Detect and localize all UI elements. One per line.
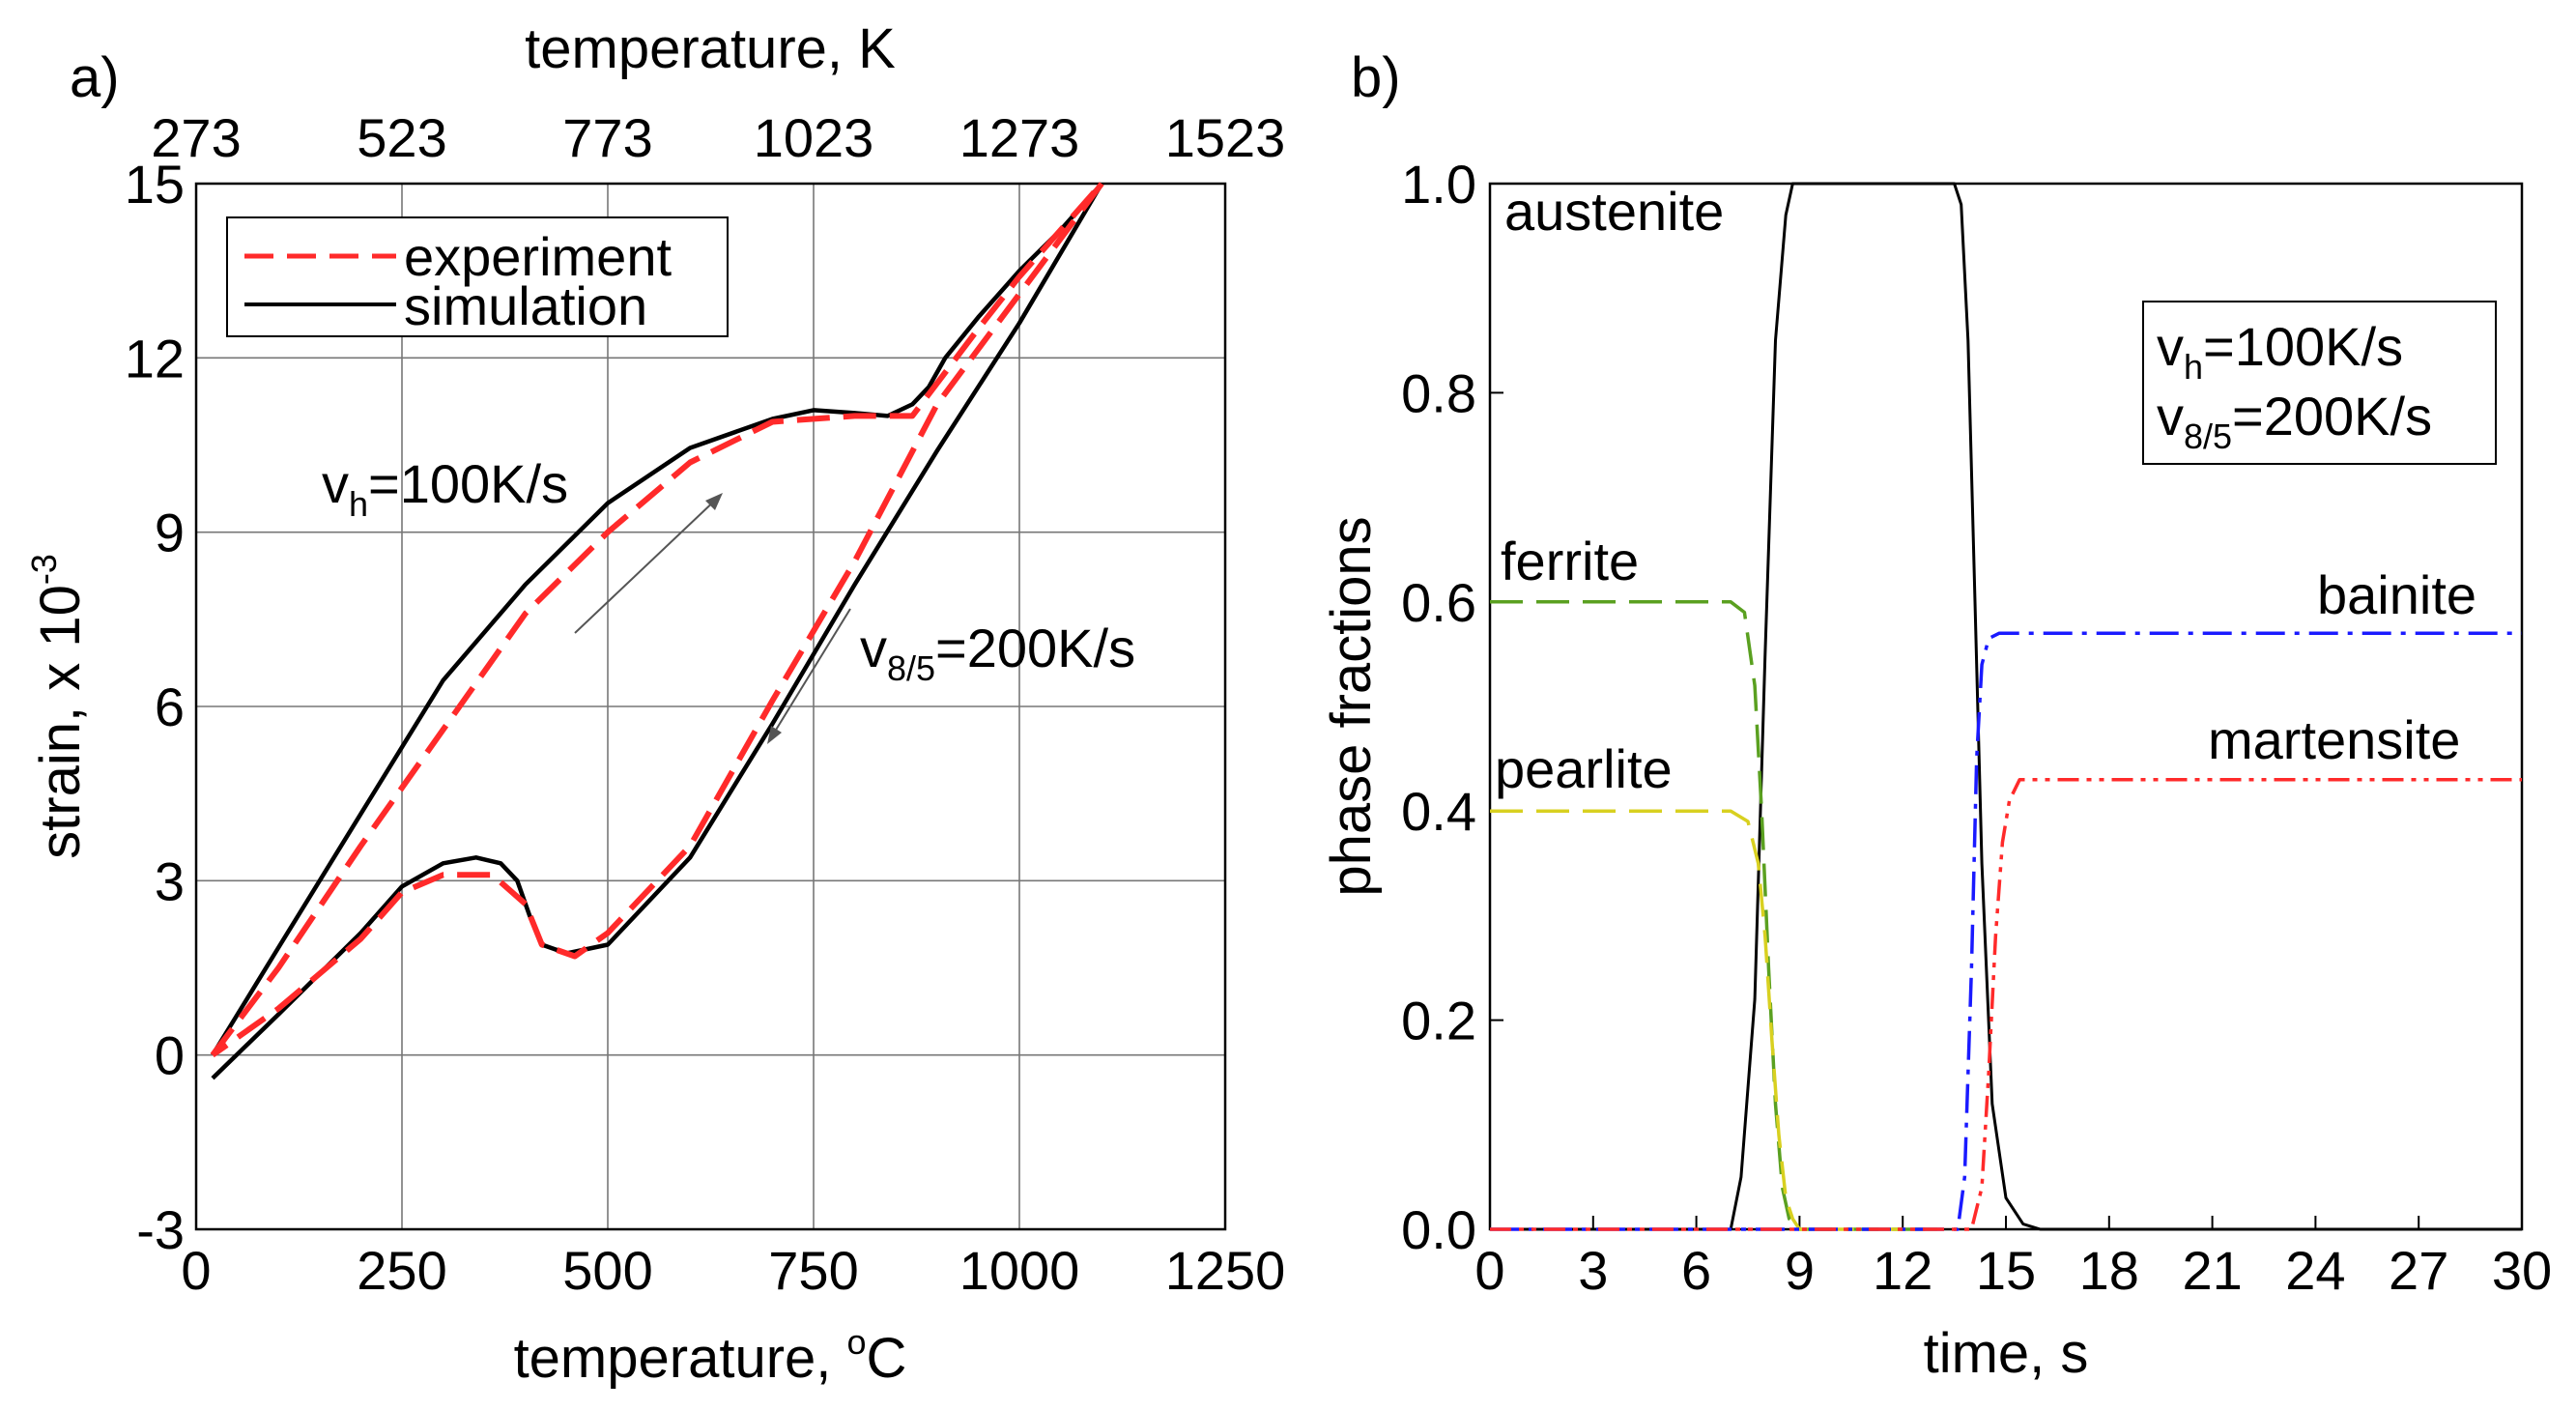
panel-a-toptick-1273: 1273 (959, 107, 1080, 168)
panel-a-y-tick-labels: -3 0 3 6 9 12 15 (125, 154, 185, 1260)
panel-a-xlabel-sup: o (847, 1322, 867, 1362)
panel-a-top-tick-labels: 273 523 773 1023 1273 1523 (151, 107, 1285, 168)
panel-b-ytick-0.2: 0.2 (1401, 991, 1476, 1051)
panel-a-toptick-773: 773 (562, 107, 652, 168)
panel-a-ytick-9: 9 (155, 503, 185, 563)
legend-box (226, 216, 729, 337)
panel-b-ytick-0.8: 0.8 (1401, 362, 1476, 423)
legend-simulation-label: simulation (404, 275, 647, 336)
panel-a-ytick-3: 3 (155, 850, 185, 911)
panel-a-heating-rate-label: vh=100K/s (322, 453, 568, 524)
panel-a-cooling-rate-label: v8/5=200K/s (860, 618, 1135, 688)
phase-label-ferrite: ferrite (1501, 531, 1639, 591)
heating-arrow-head (705, 493, 723, 510)
panel-a-label: a) (70, 46, 120, 109)
panel-a-xtick-500: 500 (562, 1240, 652, 1301)
panel-a-arrows (574, 493, 851, 744)
cooling-arrow (769, 608, 851, 740)
panel-b-xtick-0: 0 (1474, 1240, 1504, 1301)
cooling-arrow-head (767, 726, 782, 744)
heating-arrow (574, 495, 721, 634)
panel-a-xtick-1250: 1250 (1165, 1240, 1286, 1301)
panel-b-x-tick-labels: 0 3 6 9 12 15 18 21 24 27 30 (1474, 1240, 2552, 1301)
panel-a-ytick-15: 15 (125, 154, 185, 215)
phase-label-martensite: martensite (2208, 709, 2460, 770)
panel-b-xtick-24: 24 (2285, 1240, 2345, 1301)
panel-a-plot-frame (194, 182, 1227, 1231)
panel-a-ytick-6: 6 (155, 676, 185, 737)
panel-a-x-tick-labels: 0 250 500 750 1000 1250 (181, 1240, 1285, 1301)
panel-a-xlabel-main: temperature, (514, 1327, 847, 1390)
legend-experiment-label: experiment (404, 226, 672, 287)
panel-a-xlabel-unit: C (867, 1327, 907, 1390)
panel-b-ylabel: phase fractions (1320, 516, 1383, 896)
panel-b-xtick-27: 27 (2389, 1240, 2448, 1301)
panel-a-series (210, 182, 1104, 1080)
panel-a-xtick-750: 750 (768, 1240, 858, 1301)
phase-label-austenite: austenite (1504, 181, 1724, 242)
panel-b-xtick-30: 30 (2492, 1240, 2552, 1301)
panel-a-ytick-12: 12 (125, 328, 185, 388)
panel-b-xtick-6: 6 (1681, 1240, 1711, 1301)
panel-b-xtick-3: 3 (1578, 1240, 1608, 1301)
panel-a-ytick-0: 0 (155, 1025, 185, 1086)
panel-b-ytick-1.0: 1.0 (1401, 154, 1476, 215)
panel-b-rate-box: vh=100K/s v8/5=200K/s (2142, 301, 2497, 465)
panel-b-label: b) (1351, 46, 1401, 109)
panel-a-legend: experiment simulation (226, 216, 729, 337)
panel-a-ylabel-main: strain, x 10 (29, 585, 92, 859)
panel-a-toptick-273: 273 (151, 107, 241, 168)
panel-a-series-simulation-0 (211, 182, 1103, 1056)
panel-a-xtick-0: 0 (181, 1240, 211, 1301)
panel-a-gridlines (195, 183, 1226, 1230)
panel-b-series-martensite (1490, 777, 2522, 1231)
phase-label-bainite: bainite (2317, 564, 2476, 625)
panel-a-ylabel-sup: -3 (24, 554, 64, 585)
panel-a-toptick-1523: 1523 (1165, 107, 1286, 168)
panel-b-series-pearlite (1490, 809, 1937, 1231)
panel-a-top-xlabel: temperature, K (525, 17, 896, 80)
panel-b-xtick-18: 18 (2079, 1240, 2139, 1301)
rate-box-frame (2142, 301, 2497, 465)
panel-b-xtick-15: 15 (1976, 1240, 2036, 1301)
panel-a-series-experiment-3 (211, 182, 1104, 1058)
panel-b-series (1490, 182, 2522, 1231)
panel-a-xlabel: temperature, oC (514, 1322, 907, 1390)
panel-b-xlabel: time, s (1924, 1322, 2089, 1385)
panel-b-heating-rate-label: vh=100K/s (2157, 316, 2403, 387)
panel-a-xtick-250: 250 (357, 1240, 446, 1301)
phase-label-pearlite: pearlite (1495, 738, 1673, 799)
panel-a-ytick--3: -3 (136, 1199, 185, 1260)
panel-a-series-experiment-2 (210, 182, 1104, 1057)
panel-b-ytick-0.0: 0.0 (1401, 1199, 1476, 1260)
panel-b-y-tick-labels: 0.0 0.2 0.4 0.6 0.8 1.0 (1401, 154, 1476, 1260)
panel-b-xtick-9: 9 (1785, 1240, 1815, 1301)
panel-b-xtick-12: 12 (1873, 1240, 1932, 1301)
panel-b-xtick-21: 21 (2182, 1240, 2242, 1301)
panel-a-xtick-1000: 1000 (959, 1240, 1080, 1301)
panel-b-ytick-0.4: 0.4 (1401, 781, 1476, 842)
panel-b-cooling-rate-label: v8/5=200K/s (2157, 386, 2432, 456)
panel-b-series-bainite (1490, 631, 2522, 1231)
panel-b: b) 0 3 6 9 12 15 18 21 24 27 30 0.0 0.2 0.4 0.6 0.8 1.0… (1320, 46, 2552, 1385)
panel-b-series-austenite (1490, 182, 2522, 1231)
panel-b-ytick-0.6: 0.6 (1401, 572, 1476, 633)
panel-b-series-ferrite (1490, 600, 1937, 1231)
panel-a-toptick-1023: 1023 (754, 107, 874, 168)
panel-a-ylabel: strain, x 10-3 (24, 554, 92, 859)
panel-a-toptick-523: 523 (357, 107, 446, 168)
panel-a: a) temperature, K 0 250 500 750 1000 1250 273… (24, 17, 1285, 1390)
